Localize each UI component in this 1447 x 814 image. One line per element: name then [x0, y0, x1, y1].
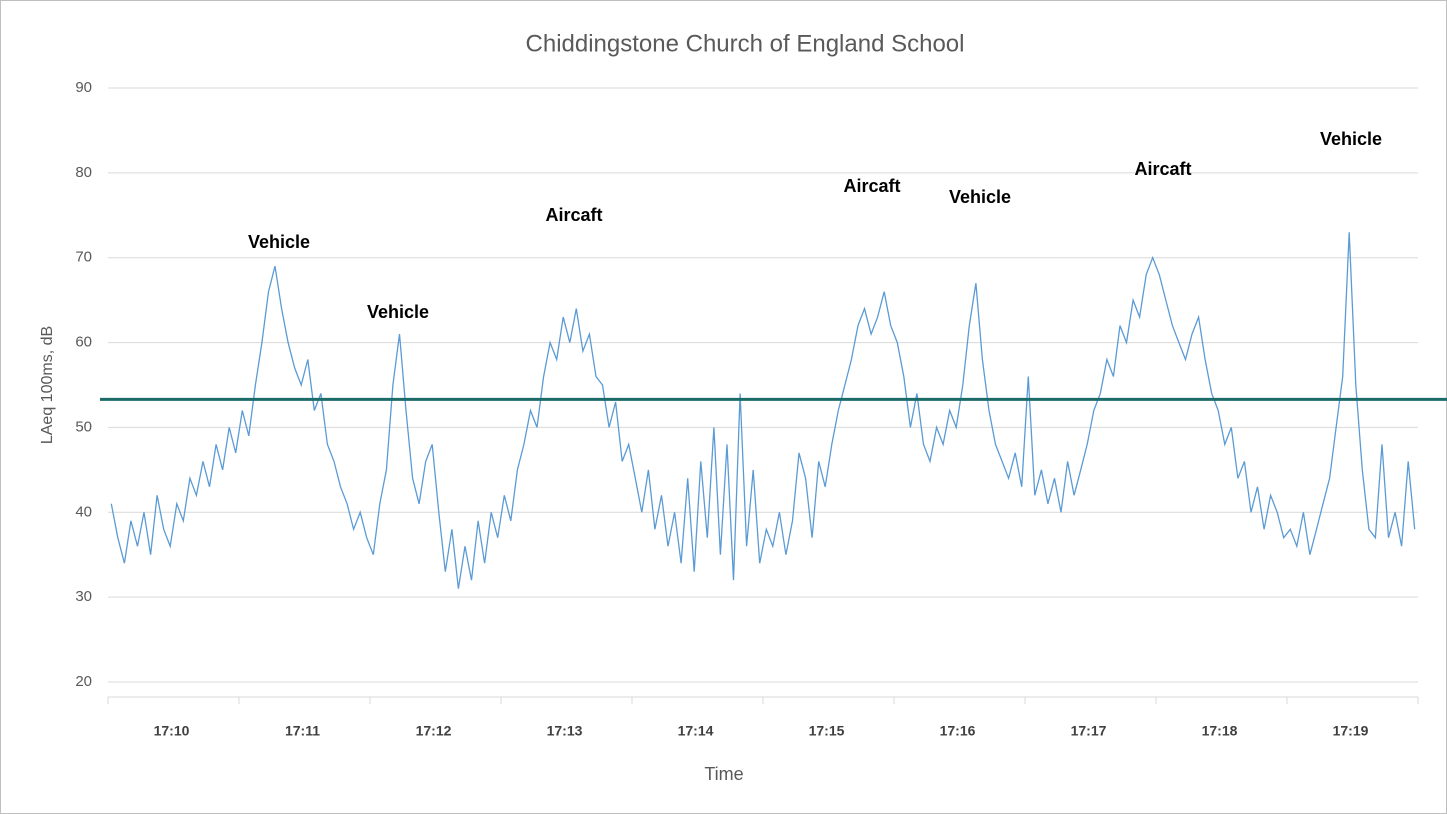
annotation: Vehicle	[248, 232, 310, 252]
y-tick-label: 70	[75, 249, 92, 266]
y-tick-label: 60	[75, 334, 92, 351]
x-tick-label: 17:18	[1202, 723, 1238, 739]
y-tick-label: 90	[75, 79, 92, 96]
data-line	[110, 232, 1416, 589]
x-tick-label: 17:13	[547, 723, 583, 739]
annotation: Aircaft	[843, 176, 900, 196]
chart-title: Chiddingstone Church of England School	[526, 30, 965, 57]
x-tick-label: 17:11	[285, 723, 320, 739]
y-tick-label: 30	[75, 588, 92, 605]
y-tick-label: 50	[75, 418, 92, 435]
x-tick-label: 17:14	[678, 723, 714, 739]
y-tick-label: 40	[75, 503, 92, 520]
x-tick-label: 17:16	[940, 723, 976, 739]
y-tick-label: 80	[75, 164, 92, 181]
x-axis-title: Time	[704, 764, 743, 784]
annotation: Vehicle	[1320, 129, 1382, 149]
x-tick-label: 17:12	[416, 723, 452, 739]
annotation: Aircaft	[545, 205, 602, 225]
x-tick-label: 17:19	[1333, 723, 1369, 739]
annotation: Aircaft	[1134, 159, 1191, 179]
x-tick-label: 17:17	[1071, 723, 1107, 739]
annotation: Vehicle	[367, 302, 429, 322]
y-tick-label: 20	[75, 673, 92, 690]
x-tick-label: 17:10	[154, 723, 190, 739]
x-tick-label: 17:15	[809, 723, 845, 739]
annotation: Vehicle	[949, 187, 1011, 207]
y-axis-title: LAeq 100ms, dB	[39, 326, 56, 444]
